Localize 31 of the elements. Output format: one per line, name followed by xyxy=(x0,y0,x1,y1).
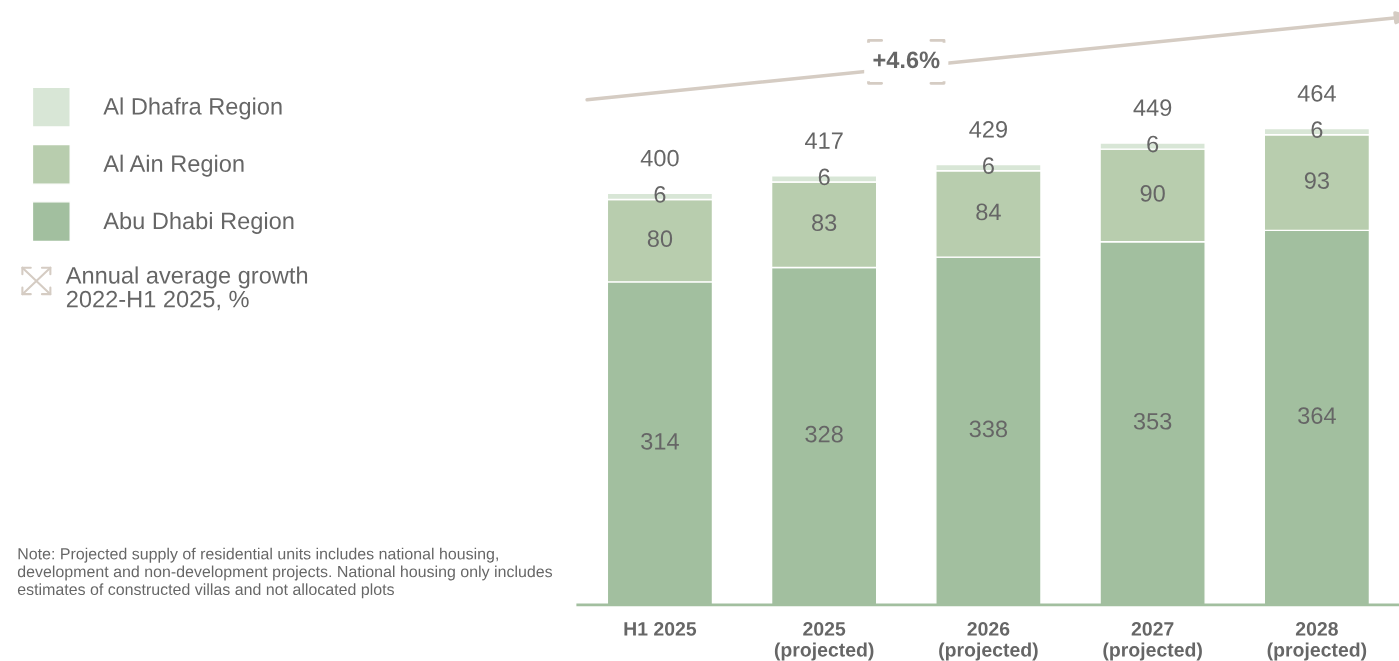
text: Note: Projected supply of residential units includes national housing, development and non-development projects. National housing only includes estimates of constructed villas and not allocated plots xyxy=(17,547,553,599)
text: +4.6% xyxy=(873,51,940,69)
data-label: 6 xyxy=(983,157,994,175)
x-tick-label: H1 2025 xyxy=(624,622,697,636)
data-label: 6 xyxy=(1311,121,1323,139)
text: Annual average growth 2022-H1 2025, % xyxy=(65,266,308,311)
total-label: 417 xyxy=(805,132,843,149)
total-label: 449 xyxy=(1133,99,1172,117)
data-label: 90 xyxy=(1140,185,1165,202)
legend-label: Abu Dhabi Region xyxy=(103,211,294,234)
total-label: 464 xyxy=(1297,84,1336,102)
data-label: 6 xyxy=(654,186,666,203)
data-label: 314 xyxy=(641,432,679,450)
data-label: 364 xyxy=(1298,407,1336,424)
data-label: 6 xyxy=(1147,135,1159,153)
x-tick-label: 2025 (projected) xyxy=(774,622,874,661)
x-tick-label: 2027 (projected) xyxy=(1103,622,1202,661)
data-label: 93 xyxy=(1304,172,1329,189)
x-tick-label: 2028 (projected) xyxy=(1267,622,1367,661)
x-tick-label: 2026 (projected) xyxy=(939,622,1038,661)
data-label: 353 xyxy=(1133,412,1172,430)
data-label: 338 xyxy=(969,420,1008,438)
data-label: 83 xyxy=(812,214,837,232)
data-label: 328 xyxy=(805,425,843,443)
legend-label: Al Ain Region xyxy=(103,154,244,177)
legend-label: Al Dhafra Region xyxy=(103,97,282,120)
total-label: 400 xyxy=(640,149,679,167)
data-label: 6 xyxy=(818,168,830,186)
data-label: 84 xyxy=(976,203,1001,221)
total-label: 429 xyxy=(969,120,1007,138)
data-label: 80 xyxy=(647,230,673,248)
